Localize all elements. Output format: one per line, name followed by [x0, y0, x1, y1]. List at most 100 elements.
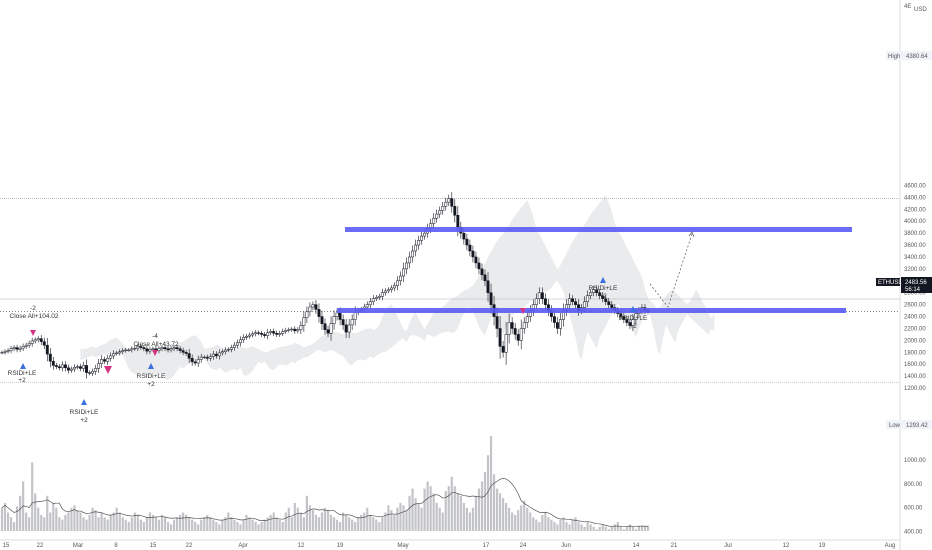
resistance-zone[interactable] [345, 227, 852, 232]
volume-bar [326, 510, 330, 531]
candle-up [302, 317, 306, 326]
candle-up [583, 301, 587, 308]
volume-bar [390, 510, 393, 531]
support-zone[interactable] [337, 308, 846, 313]
volume-bar [535, 519, 538, 531]
volume-bar [320, 512, 324, 531]
buy-marker-icon [148, 363, 154, 369]
high-tag-label: High [888, 54, 900, 60]
annotation-qty: -2 [30, 305, 36, 312]
candle-up [353, 312, 357, 320]
candle-down [540, 292, 544, 299]
annotation-qty: +2 [629, 323, 637, 330]
volume-bar [218, 524, 221, 531]
candle-up [308, 306, 312, 313]
volume-bar [511, 512, 514, 531]
volume-bar [197, 524, 200, 531]
volume-bar [348, 517, 351, 531]
volume-bar [640, 525, 644, 531]
volume-tick-label: 800.00 [904, 482, 923, 488]
candle-up [411, 250, 414, 258]
volume-bar [260, 522, 263, 531]
volume-bar [40, 514, 43, 531]
candle-up [534, 298, 538, 305]
volume-bar [242, 519, 245, 531]
volume-bar [103, 517, 106, 531]
candle-down [471, 250, 475, 258]
time-tick-label: Mar [73, 543, 83, 549]
candle-down [181, 350, 185, 353]
candle-down [486, 280, 490, 293]
volume-bar [435, 502, 438, 531]
time-axis[interactable]: 15 22 Mar 8 15 22 Apr 12 19 May 17 24 Jun 14 21 Jul 12 19… [3, 543, 896, 549]
volume-bar [61, 519, 64, 531]
candle-down [338, 312, 342, 320]
volume-bar [637, 525, 641, 531]
candle-down [462, 232, 466, 240]
volume-bar [278, 519, 281, 531]
candle-up [172, 347, 176, 349]
trade-annotation: RSIDi+LE +2 [137, 363, 166, 388]
candle-up [441, 206, 445, 211]
volume-tick-label: 400.00 [904, 530, 923, 536]
candle-down [598, 292, 602, 296]
volume-bar [631, 526, 635, 531]
volume-bar [175, 517, 179, 531]
candle-up [299, 325, 303, 330]
price-tick-label: 1200.00 [904, 386, 926, 392]
time-tick-label: 24 [520, 543, 527, 549]
candle-up [389, 287, 393, 290]
candle-up [568, 298, 571, 305]
candle-down [205, 356, 209, 359]
volume-bar [598, 526, 601, 531]
volume-bar [293, 502, 296, 531]
candle-down [510, 322, 514, 329]
volume-bar [46, 495, 49, 531]
time-tick-label: 12 [783, 543, 790, 549]
candle-up [223, 349, 227, 352]
price-axis[interactable]: 4600.00 4400.00 4200.00 4000.00 3800.00 3600.… [904, 183, 926, 392]
volume-bar [157, 519, 161, 531]
volume-bar [302, 517, 305, 531]
volume-bar [372, 517, 375, 531]
candle-down [145, 348, 149, 352]
volume-bar [396, 507, 399, 531]
volume-bar [85, 519, 88, 531]
volume-bar [308, 505, 312, 531]
candle-down [184, 352, 188, 354]
candle-up [217, 352, 221, 357]
volume-bar [414, 498, 417, 531]
volume-bar [133, 512, 136, 531]
price-tick-label: 3400.00 [904, 255, 926, 261]
volume-bar [565, 522, 568, 531]
candle-down [604, 298, 608, 302]
volume-bar [55, 507, 58, 531]
volume-bar [616, 522, 619, 531]
volume-bar [571, 519, 574, 531]
sell-marker-icon [520, 308, 526, 314]
volume-bar [88, 514, 91, 531]
volume-bar [423, 488, 426, 531]
volume-bar [471, 507, 475, 531]
candle-up [444, 201, 448, 207]
volume-bar [287, 507, 290, 531]
annotation-label: Close All+104.02 [10, 313, 59, 320]
low-tag: Low 1293.42 [886, 420, 932, 429]
candle-up [447, 198, 451, 203]
volume-bar [405, 510, 408, 531]
volume-bar [269, 514, 272, 531]
volume-bar [529, 512, 532, 531]
volume-bar [305, 495, 308, 531]
trade-annotation: -2 Close All+104.02 [10, 305, 59, 336]
candle-up [196, 359, 200, 364]
volume-bar [25, 512, 28, 531]
candle-down [39, 338, 43, 342]
volume-bar [613, 524, 616, 531]
volume-bar [136, 514, 139, 531]
volume-bar [498, 493, 502, 531]
candle-up [251, 333, 255, 336]
candle-up [60, 364, 64, 369]
volume-bar [345, 514, 348, 531]
last-price-tag[interactable]: ETHUSD 2483.56 56:14 [876, 277, 932, 293]
